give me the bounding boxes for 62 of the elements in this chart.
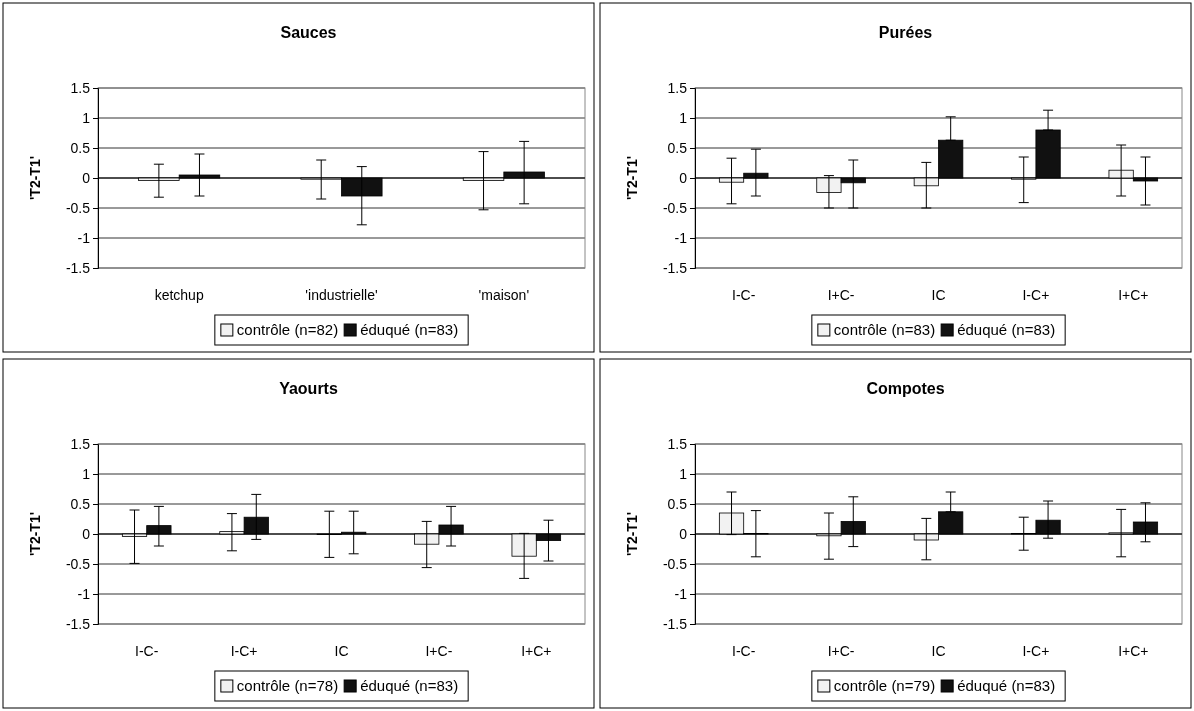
y-tick-label: -1.5 — [65, 259, 91, 276]
y-axis-title: 'T2-T1' — [624, 512, 640, 556]
x-tick-label: I+C+ — [521, 642, 552, 659]
x-tick-label: 'maison' — [478, 286, 530, 303]
y-tick-label: -1.5 — [662, 615, 688, 632]
legend-label: contrôle (n=79) — [833, 677, 936, 694]
legend-label: contrôle (n=78) — [236, 677, 339, 694]
y-axis-title: 'T2-T1' — [27, 156, 43, 200]
y-tick-label: 1.5 — [70, 435, 91, 452]
y-tick-label: 1 — [82, 109, 91, 126]
y-tick-label: -0.5 — [662, 555, 688, 572]
y-tick-label: -1 — [674, 229, 688, 246]
x-tick-label: I+C+ — [1118, 642, 1149, 659]
x-tick-label: I-C+ — [230, 642, 258, 659]
y-tick-label: -1 — [77, 585, 91, 602]
y-tick-label: 0 — [82, 169, 91, 186]
y-tick-label: 0 — [679, 525, 688, 542]
x-tick-label: I+C- — [827, 642, 855, 659]
y-tick-label: 0.5 — [667, 139, 688, 156]
x-tick-label: I+C- — [425, 642, 453, 659]
x-tick-label: IC — [334, 642, 349, 659]
y-axis-title: 'T2-T1' — [27, 512, 43, 556]
y-tick-label: 1.5 — [667, 435, 688, 452]
y-tick-label: 1 — [679, 465, 688, 482]
y-tick-label: 0 — [679, 169, 688, 186]
x-tick-label: I-C- — [732, 286, 756, 303]
legend-label: éduqué (n=83) — [957, 677, 1056, 694]
x-tick-label: I-C+ — [1022, 286, 1050, 303]
y-tick-label: -1.5 — [65, 615, 91, 632]
y-tick-label: -0.5 — [65, 555, 91, 572]
x-tick-label: I-C+ — [1022, 642, 1050, 659]
y-tick-label: 1 — [82, 465, 91, 482]
chart-title: Compotes — [866, 380, 945, 397]
x-tick-label: IC — [931, 286, 946, 303]
y-tick-label: -0.5 — [65, 199, 91, 216]
y-tick-label: -1 — [77, 229, 91, 246]
chart-title: Sauces — [280, 24, 337, 41]
y-tick-label: 1 — [679, 109, 688, 126]
legend-label: éduqué (n=83) — [360, 321, 459, 338]
x-tick-label: I+C+ — [1118, 286, 1149, 303]
y-axis-title: 'T2-T1' — [624, 156, 640, 200]
legend-label: éduqué (n=83) — [957, 321, 1056, 338]
y-tick-label: 0.5 — [667, 495, 688, 512]
y-tick-label: 1.5 — [667, 79, 688, 96]
y-tick-label: -1 — [674, 585, 688, 602]
legend-label: contrôle (n=83) — [833, 321, 936, 338]
x-tick-label: I-C- — [732, 642, 756, 659]
y-tick-label: 1.5 — [70, 79, 91, 96]
x-tick-label: ketchup — [154, 286, 204, 303]
y-tick-label: 0.5 — [70, 139, 91, 156]
y-tick-label: -0.5 — [662, 199, 688, 216]
x-tick-label: I-C- — [135, 642, 159, 659]
legend-label: éduqué (n=83) — [360, 677, 459, 694]
chart-title: Purées — [878, 24, 933, 41]
x-tick-label: IC — [931, 642, 946, 659]
legend-label: contrôle (n=82) — [236, 321, 339, 338]
y-tick-label: 0.5 — [70, 495, 91, 512]
x-tick-label: 'industrielle' — [305, 286, 378, 303]
y-tick-label: -1.5 — [662, 259, 688, 276]
chart-title: Yaourts — [279, 380, 338, 397]
x-tick-label: I+C- — [827, 286, 855, 303]
y-tick-label: 0 — [82, 525, 91, 542]
